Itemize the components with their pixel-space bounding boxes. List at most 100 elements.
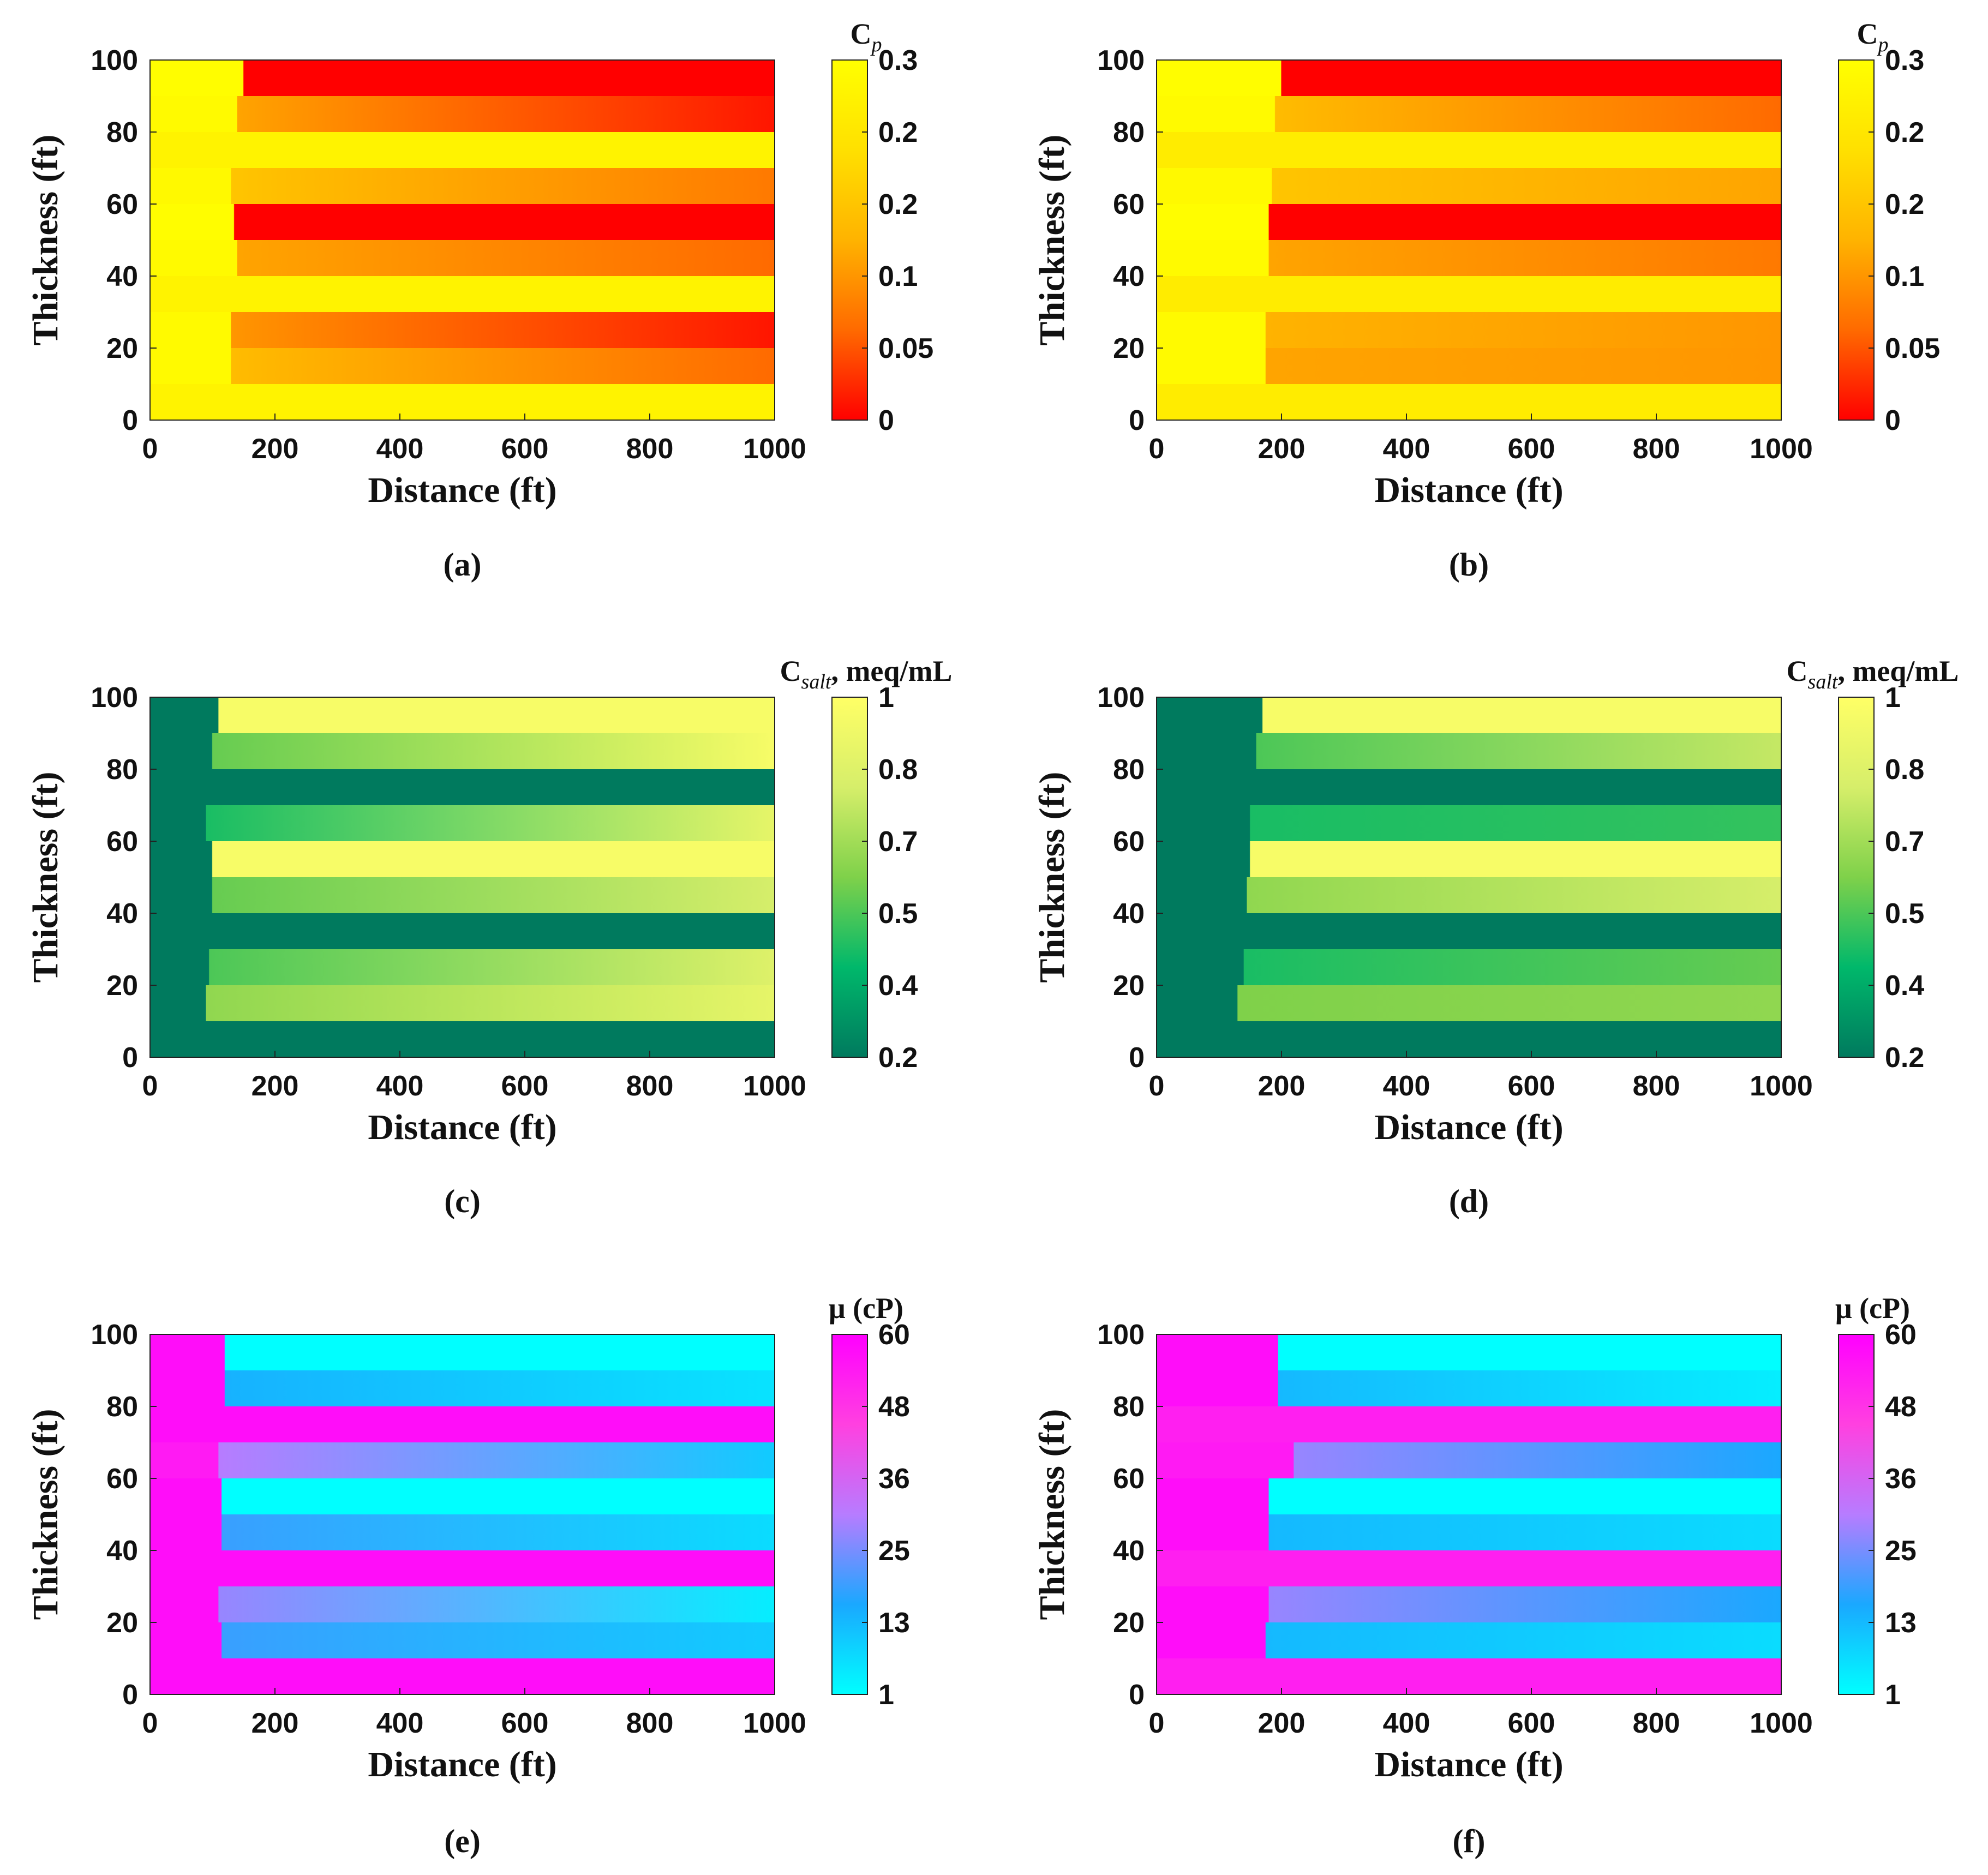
heatmap-layer <box>150 60 775 97</box>
x-tick-label: 600 <box>501 433 549 465</box>
heatmap-layer <box>1157 1478 1781 1515</box>
x-tick-label: 600 <box>1508 433 1555 465</box>
panel-a: 0 200 400 600 800 1000 0 20 40 60 80 100 Distance (f… <box>26 17 933 583</box>
colorbar-tick-label: 1 <box>878 682 894 714</box>
y-tick-label: 80 <box>106 1391 138 1423</box>
heatmap-layer <box>150 1478 775 1515</box>
y-tick-label: 0 <box>1129 405 1145 436</box>
y-tick-label: 100 <box>1097 1319 1145 1351</box>
y-axis-label: Thickness (ft) <box>1032 135 1072 346</box>
heatmap-layer <box>1157 733 1781 770</box>
plot-frame <box>1156 1334 1782 1695</box>
x-axis-label: Distance (ft) <box>368 1745 556 1784</box>
colorbar-tick-label: 13 <box>1885 1607 1917 1639</box>
x-tick-label: 600 <box>1508 1070 1555 1102</box>
heatmap-layer <box>150 240 775 277</box>
x-tick-label: 0 <box>1149 1070 1165 1102</box>
colorbar-tick-label: 0 <box>1885 405 1901 436</box>
colorbar-tick-label: 0.2 <box>878 189 918 220</box>
y-tick-label: 100 <box>1097 45 1145 76</box>
colorbar-title: μ (cP) <box>1835 1292 1910 1325</box>
y-tick-label: 80 <box>106 754 138 786</box>
colorbar <box>1838 59 1875 421</box>
y-tick-label: 60 <box>1113 189 1145 220</box>
x-tick-label: 200 <box>1258 1070 1306 1102</box>
panel-caption: (d) <box>1449 1183 1489 1219</box>
colorbar-tick-label: 0.7 <box>878 826 918 858</box>
colorbar-tick-label: 25 <box>1885 1535 1917 1567</box>
colorbar-tick-label: 0.2 <box>1885 189 1924 220</box>
y-tick-label: 0 <box>1129 1042 1145 1074</box>
y-axis-label: Thickness (ft) <box>26 135 65 346</box>
y-tick-label: 0 <box>122 1042 138 1074</box>
x-tick-label: 800 <box>626 1708 674 1739</box>
heatmap-layer <box>1157 877 1781 914</box>
colorbar-tick-label: 13 <box>878 1607 910 1639</box>
y-tick-label: 20 <box>1113 970 1145 1002</box>
heatmap-layer <box>1157 949 1781 986</box>
heatmap-layer <box>1157 1586 1781 1623</box>
heatmap-layer <box>1157 805 1781 842</box>
plot-frame <box>1156 697 1782 1058</box>
heatmap-layer <box>1157 1406 1781 1443</box>
heatmap-layer <box>150 348 775 385</box>
heatmap-layer <box>150 877 775 914</box>
y-tick-label: 40 <box>106 261 138 292</box>
y-tick-label: 40 <box>1113 898 1145 930</box>
y-axis-label: Thickness (ft) <box>1032 1409 1072 1620</box>
heatmap-layer <box>150 805 775 842</box>
plot-frame <box>149 1334 775 1695</box>
heatmap-layer <box>1157 1370 1781 1407</box>
heatmap-layer <box>150 697 775 734</box>
colorbar-tick-label: 36 <box>878 1463 910 1495</box>
x-tick-label: 1000 <box>743 1708 806 1739</box>
x-tick-label: 0 <box>1149 433 1165 465</box>
heatmap-layer <box>1157 276 1781 313</box>
heatmap-layer <box>1157 985 1781 1022</box>
y-tick-label: 80 <box>106 117 138 148</box>
y-axis-label: Thickness (ft) <box>1032 772 1072 983</box>
colorbar-tick-label: 0.3 <box>878 45 918 76</box>
panel-caption: (a) <box>444 547 482 583</box>
y-axis-label: Thickness (ft) <box>26 772 65 983</box>
colorbar <box>831 59 868 421</box>
x-tick-label: 200 <box>1258 433 1306 465</box>
x-tick-label: 400 <box>1383 1070 1430 1102</box>
colorbar-title: μ (cP) <box>829 1292 903 1325</box>
colorbar-title: Cp <box>851 17 882 56</box>
y-tick-label: 60 <box>1113 826 1145 858</box>
y-tick-label: 60 <box>106 189 138 220</box>
panel-caption: (b) <box>1449 547 1489 583</box>
y-tick-label: 40 <box>1113 261 1145 292</box>
heatmap-layer <box>150 1550 775 1587</box>
colorbar-tick-label: 0.2 <box>878 117 918 148</box>
heatmap-layer <box>150 1021 775 1058</box>
heatmap-layer <box>150 1442 775 1479</box>
plot-frame <box>149 59 775 421</box>
heatmap-layer <box>1157 1514 1781 1551</box>
heatmap-layer <box>1157 769 1781 806</box>
x-tick-label: 600 <box>1508 1708 1555 1739</box>
heatmap-layer <box>150 985 775 1022</box>
colorbar-tick-label: 0.05 <box>1885 333 1940 364</box>
heatmap-layer <box>1157 1550 1781 1587</box>
y-tick-label: 100 <box>1097 682 1145 714</box>
heatmap-layer <box>1157 1334 1781 1371</box>
x-tick-label: 800 <box>626 1070 674 1102</box>
y-tick-label: 0 <box>122 1679 138 1711</box>
colorbar-tick-label: 60 <box>878 1319 910 1351</box>
colorbar-tick-label: 1 <box>878 1679 894 1711</box>
heatmap-layer <box>1157 841 1781 878</box>
y-tick-label: 100 <box>91 45 138 76</box>
heatmap-layer <box>150 132 775 169</box>
heatmap-layer <box>150 1370 775 1407</box>
y-tick-label: 80 <box>1113 754 1145 786</box>
x-tick-label: 600 <box>501 1070 549 1102</box>
heatmap-layer <box>1157 1622 1781 1659</box>
x-tick-label: 1000 <box>1750 1070 1813 1102</box>
heatmap-layer <box>150 949 775 986</box>
colorbar-tick-label: 48 <box>878 1391 910 1423</box>
heatmap-layer <box>150 733 775 770</box>
heatmap-layer <box>150 96 775 133</box>
heatmap-layer <box>1157 96 1781 133</box>
